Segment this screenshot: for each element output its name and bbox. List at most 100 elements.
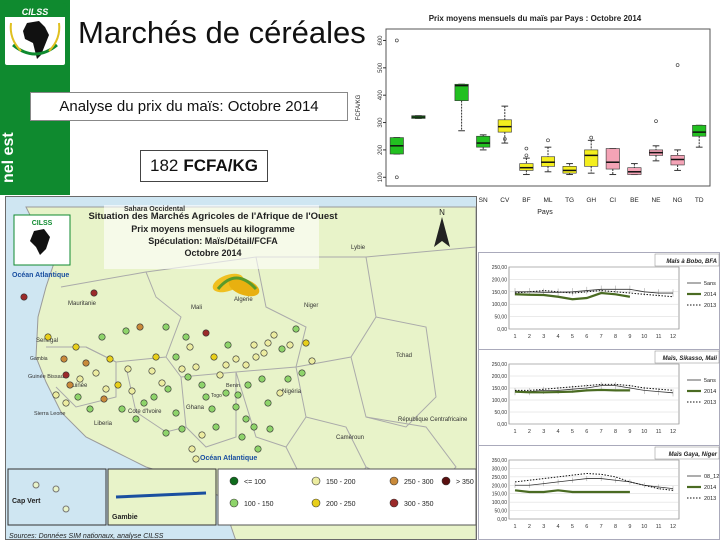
market-marker bbox=[210, 353, 218, 361]
market-marker bbox=[52, 391, 60, 399]
ts-xtick: 5 bbox=[571, 334, 574, 340]
market-marker bbox=[202, 329, 210, 337]
ts-xtick: 11 bbox=[656, 429, 662, 435]
ts-xtick: 10 bbox=[641, 334, 647, 340]
market-marker bbox=[106, 355, 114, 363]
box-outlier bbox=[589, 135, 593, 140]
label-senegal: Senegal bbox=[36, 338, 58, 344]
market-marker bbox=[122, 327, 130, 335]
ts-xtick: 12 bbox=[670, 334, 676, 340]
ts-legend-label: 2014 bbox=[704, 389, 716, 395]
boxplot-xtick: GH bbox=[586, 197, 596, 204]
market-marker bbox=[90, 289, 98, 297]
ts-chart-bobo: Maïs à Bobo, BFA 0,00 50,00 100,00 150,00 200… bbox=[478, 252, 720, 350]
market-marker bbox=[100, 395, 108, 403]
ts-chart-sikasso: Maïs, Sikasso, Mali 0,00 50,00 100,00 150,00… bbox=[478, 349, 720, 447]
ts-series-line bbox=[514, 472, 674, 491]
label-gambie: Gambie bbox=[112, 514, 138, 521]
boxplot-xtick: CV bbox=[500, 197, 510, 204]
market-marker bbox=[208, 405, 216, 413]
boxplot-xtick: TG bbox=[565, 197, 574, 204]
market-marker bbox=[192, 363, 200, 371]
market-marker bbox=[114, 381, 122, 389]
ts-series-line bbox=[515, 478, 674, 490]
label-ghana: Ghana bbox=[186, 405, 205, 411]
legend-swatch bbox=[389, 498, 399, 508]
box-outlier bbox=[654, 119, 658, 123]
map-cilss-logo: CILSS bbox=[13, 214, 71, 266]
svg-text:N: N bbox=[439, 208, 445, 217]
ts-xtick: 11 bbox=[656, 524, 662, 530]
ts-xtick: 10 bbox=[641, 429, 647, 435]
market-marker bbox=[172, 409, 180, 417]
market-marker bbox=[222, 361, 230, 369]
legend-label: 250 - 300 bbox=[404, 479, 434, 486]
label-togo: Togo bbox=[211, 393, 222, 399]
market-marker bbox=[192, 455, 200, 463]
market-marker bbox=[298, 369, 306, 377]
label-guinee: Guinée bbox=[68, 383, 88, 389]
market-marker bbox=[172, 353, 180, 361]
market-marker bbox=[66, 381, 74, 389]
market-marker bbox=[140, 399, 148, 407]
cilss-logo: CILSS bbox=[3, 3, 67, 67]
svg-text:CILSS: CILSS bbox=[22, 7, 49, 17]
boxplot-xtick: BE bbox=[630, 197, 639, 204]
market-marker bbox=[182, 333, 190, 341]
market-marker bbox=[284, 375, 292, 383]
ts-series-line bbox=[515, 383, 674, 391]
label-liberia: Liberia bbox=[94, 421, 113, 427]
market-marker bbox=[124, 365, 132, 373]
inset-gambie bbox=[107, 468, 217, 526]
market-marker bbox=[242, 361, 250, 369]
ts-xtick: 3 bbox=[542, 524, 545, 530]
boxplot-xtick: SN bbox=[479, 197, 488, 204]
label-cameroun: Caméroun bbox=[336, 435, 364, 441]
ts-xtick: 11 bbox=[656, 334, 662, 340]
ts-legend-label: 5ans bbox=[704, 281, 716, 287]
ts-ytick: 250,00 bbox=[492, 475, 508, 481]
market-marker bbox=[82, 359, 90, 367]
market-marker bbox=[270, 331, 278, 339]
map-legend: <= 100 100 - 150 150 - 200 200 - 250 250 - 3… bbox=[217, 468, 476, 526]
market-marker bbox=[162, 429, 170, 437]
boxplot-xtick: ML bbox=[543, 197, 552, 204]
ts-xtick: 6 bbox=[585, 429, 588, 435]
boxplot-ytick: 300 bbox=[378, 117, 384, 128]
market-marker bbox=[162, 323, 170, 331]
market-marker bbox=[132, 415, 140, 423]
ts-series-line bbox=[514, 290, 674, 298]
market-marker bbox=[98, 333, 106, 341]
ts-ytick: 250,00 bbox=[492, 362, 508, 368]
market-marker bbox=[72, 343, 80, 351]
legend-swatch bbox=[311, 498, 321, 508]
map-title-2: Prix moyens mensuels au kilogramme bbox=[131, 224, 295, 234]
ts-series-line bbox=[515, 288, 673, 294]
box-outlier bbox=[524, 146, 529, 151]
boxplot-ytick: 400 bbox=[378, 90, 384, 101]
label-gambia: Gambia bbox=[30, 356, 48, 362]
market-marker bbox=[152, 353, 160, 361]
ts-xtick: 6 bbox=[585, 334, 588, 340]
ts-ytick: 0,00 bbox=[497, 327, 507, 333]
ts-series-line bbox=[514, 388, 630, 394]
ts-xtick: 5 bbox=[571, 429, 574, 435]
ts-xtick: 5 bbox=[571, 524, 574, 530]
map-source: Sources: Données SIM nationaux, analyse … bbox=[9, 533, 164, 540]
market-marker bbox=[158, 379, 166, 387]
market-marker bbox=[216, 371, 224, 379]
market-marker bbox=[258, 375, 266, 383]
legend-label: 150 - 200 bbox=[326, 479, 356, 486]
ts-series-line bbox=[514, 489, 630, 494]
legend-label: 200 - 250 bbox=[326, 501, 356, 508]
market-marker bbox=[260, 349, 268, 357]
map-title-3: Spéculation: Maïs/Détail/FCFA bbox=[148, 236, 278, 246]
ts-xtick: 3 bbox=[542, 429, 545, 435]
market-marker bbox=[250, 341, 258, 349]
ts-ytick: 0,00 bbox=[497, 422, 507, 428]
price-box: 182 FCFA/KG bbox=[140, 150, 268, 182]
label-ocean-2: Océan Atlantique bbox=[200, 455, 257, 462]
boxplot-ytick: 200 bbox=[378, 144, 384, 155]
label-rca: République Centrafricaine bbox=[398, 417, 468, 423]
ts-title: Maïs à Bobo, BFA bbox=[666, 259, 717, 265]
